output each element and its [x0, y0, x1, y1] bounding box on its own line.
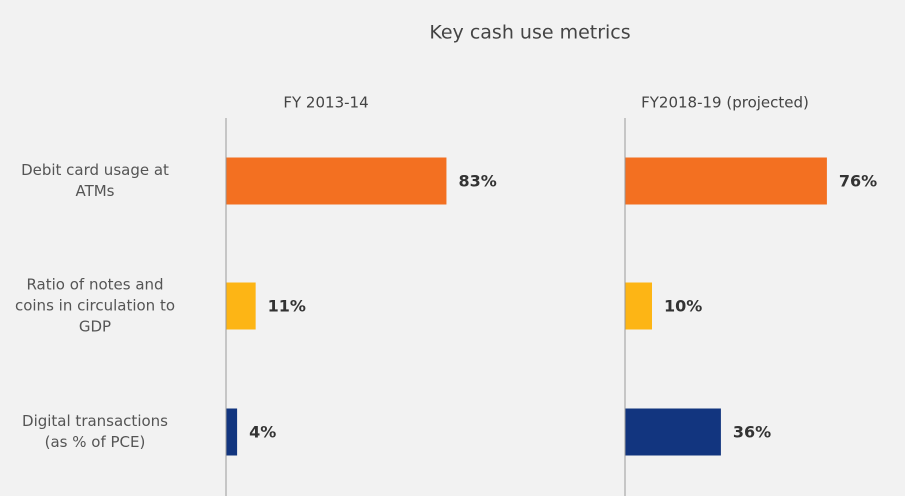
chart-title: Key cash use metrics: [429, 22, 630, 44]
category-label: Digital transactions (as % of PCE): [22, 412, 168, 451]
value-label: 4%: [249, 423, 276, 442]
category-label: Ratio of notes and coins in circulation …: [14, 275, 176, 336]
value-label: 76%: [839, 172, 877, 191]
value-label: 10%: [664, 297, 702, 316]
bar: [625, 157, 827, 205]
value-label: 83%: [458, 172, 496, 191]
series-label: FY 2013-14: [283, 94, 368, 112]
bar: [226, 157, 447, 205]
value-label: 11%: [268, 297, 306, 316]
category-label: Debit card usage at ATMs: [21, 161, 169, 200]
bar: [625, 408, 721, 456]
bar: [625, 282, 652, 330]
bar: [226, 282, 256, 330]
value-label: 36%: [733, 423, 771, 442]
bar: [226, 408, 238, 456]
series-label: FY2018-19 (projected): [641, 94, 809, 112]
